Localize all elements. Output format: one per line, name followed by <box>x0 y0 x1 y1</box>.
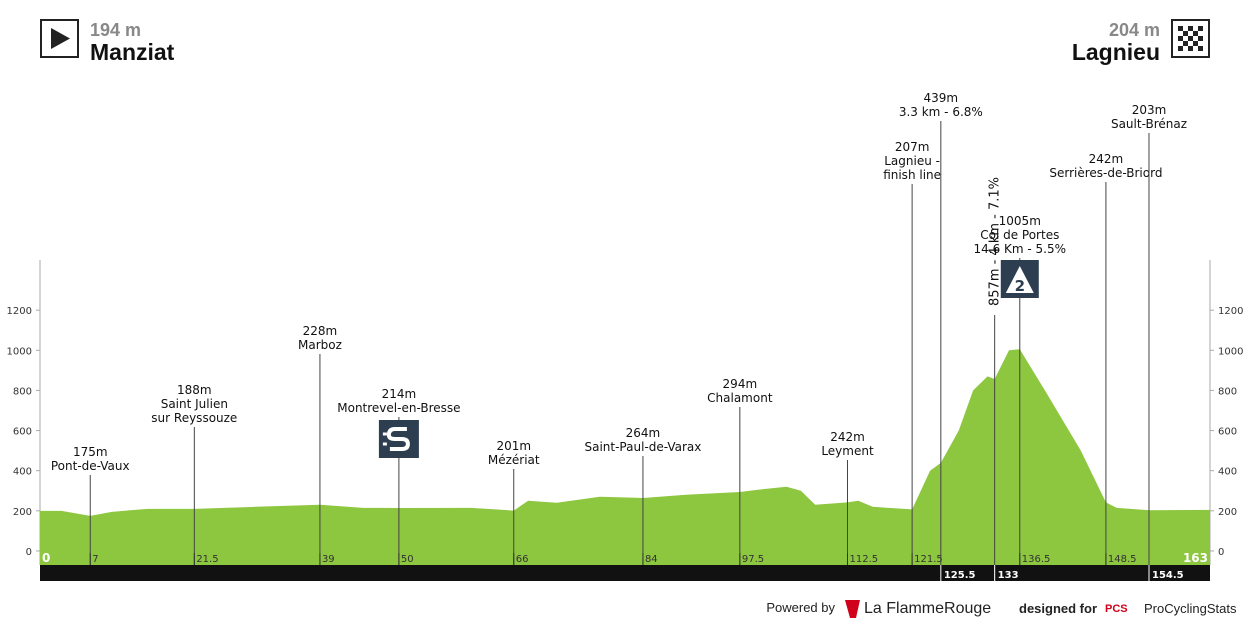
y-tick-label: 400 <box>13 467 32 478</box>
waypoint-label: 14.6 Km - 5.5% <box>974 242 1067 256</box>
waypoint-label: Montrevel-en-Bresse <box>337 401 460 415</box>
x-tick-label: 97.5 <box>742 554 764 565</box>
waypoint-label: Saint-Paul-de-Varax <box>584 440 701 454</box>
waypoint-label: Mézériat <box>488 453 540 467</box>
climb-icon-mountain <box>1005 266 1034 293</box>
y-tick-label: 0 <box>1218 547 1224 558</box>
waypoint-label: finish line <box>883 168 941 182</box>
elevation-area <box>40 349 1210 565</box>
x-tick-label: 50 <box>401 554 414 565</box>
y-tick-label: 1000 <box>1218 346 1243 357</box>
x-tick-label: 112.5 <box>850 554 879 565</box>
distance-bar <box>40 565 1210 581</box>
finish-elevation: 204 m <box>1109 20 1160 40</box>
y-tick-label: 600 <box>1218 427 1237 438</box>
y-tick-label: 800 <box>13 386 32 397</box>
brand: La FlammeRouge <box>864 600 991 617</box>
y-tick-label: 0 <box>26 547 32 558</box>
waypoint-label: 3.3 km - 6.8% <box>899 105 983 119</box>
finish-name: Lagnieu <box>1072 39 1160 65</box>
x-tick-label: 66 <box>516 554 529 565</box>
y-tick-label: 1200 <box>1218 306 1243 317</box>
pcs-logo: PCS <box>1105 603 1128 615</box>
waypoint-label: 228m <box>303 324 338 338</box>
waypoint-label: 188m <box>177 383 212 397</box>
x-tick-label: 7 <box>92 554 98 565</box>
x-tick-label-lower: 133 <box>998 570 1019 581</box>
waypoint-label: 439m <box>924 91 959 105</box>
waypoint-label: 242m <box>830 430 865 444</box>
x-tick-label-lower: 154.5 <box>1152 570 1184 581</box>
designed-for: designed for <box>1019 601 1097 616</box>
site: ProCyclingStats <box>1144 601 1237 616</box>
sprint-icon-s <box>386 427 410 451</box>
waypoint-label: 175m <box>73 445 108 459</box>
flamme-logo <box>845 600 860 618</box>
x-tick-label: 121.5 <box>914 554 943 565</box>
x-tick-label: 148.5 <box>1108 554 1137 565</box>
waypoint-label: Chalamont <box>707 391 773 405</box>
y-tick-label: 200 <box>1218 507 1237 518</box>
y-tick-label: 1000 <box>7 346 32 357</box>
finish-icon <box>1171 19 1210 58</box>
waypoint-label: Col de Portes <box>980 228 1059 242</box>
x-tick-label: 84 <box>645 554 658 565</box>
y-tick-label: 1200 <box>7 306 32 317</box>
y-tick-label: 600 <box>13 427 32 438</box>
x-tick-label: 0 <box>42 551 50 565</box>
waypoint-label: sur Reyssouze <box>151 411 237 425</box>
x-tick-label: 21.5 <box>196 554 218 565</box>
waypoint-label: 264m <box>626 426 661 440</box>
x-tick-label: 39 <box>322 554 335 565</box>
waypoint-label: 214m <box>382 387 417 401</box>
y-tick-label: 200 <box>13 507 32 518</box>
waypoint-label: 203m <box>1132 103 1167 117</box>
x-tick-label: 136.5 <box>1022 554 1051 565</box>
x-tick-label: 163 <box>1183 551 1208 565</box>
waypoint-label: 857m - 4 km - 7.1% <box>988 177 1003 306</box>
waypoint-label: Leyment <box>821 444 874 458</box>
waypoint-label: Lagnieu - <box>884 154 940 168</box>
waypoint-label: 294m <box>723 377 758 391</box>
waypoint-label: 201m <box>496 439 531 453</box>
footer: Powered by La FlammeRouge designed for P… <box>766 600 1237 618</box>
waypoint-label: 207m <box>895 140 930 154</box>
waypoint-label: Sault-Brénaz <box>1111 117 1187 131</box>
waypoint-label: 1005m <box>999 214 1041 228</box>
waypoint-label: 242m <box>1089 152 1124 166</box>
waypoint-label: Pont-de-Vaux <box>51 459 130 473</box>
x-tick-label-lower: 125.5 <box>944 570 976 581</box>
waypoint-label: Saint Julien <box>161 397 228 411</box>
start-name: Manziat <box>90 39 175 65</box>
y-tick-label: 400 <box>1218 467 1237 478</box>
powered-by: Powered by <box>766 600 835 615</box>
waypoint-label: Serrières-de-Briord <box>1049 166 1162 180</box>
y-tick-label: 800 <box>1218 386 1237 397</box>
start-elevation: 194 m <box>90 20 141 40</box>
start-icon <box>40 19 79 58</box>
climb-category: 2 <box>1015 277 1025 295</box>
waypoint-label: Marboz <box>298 338 342 352</box>
